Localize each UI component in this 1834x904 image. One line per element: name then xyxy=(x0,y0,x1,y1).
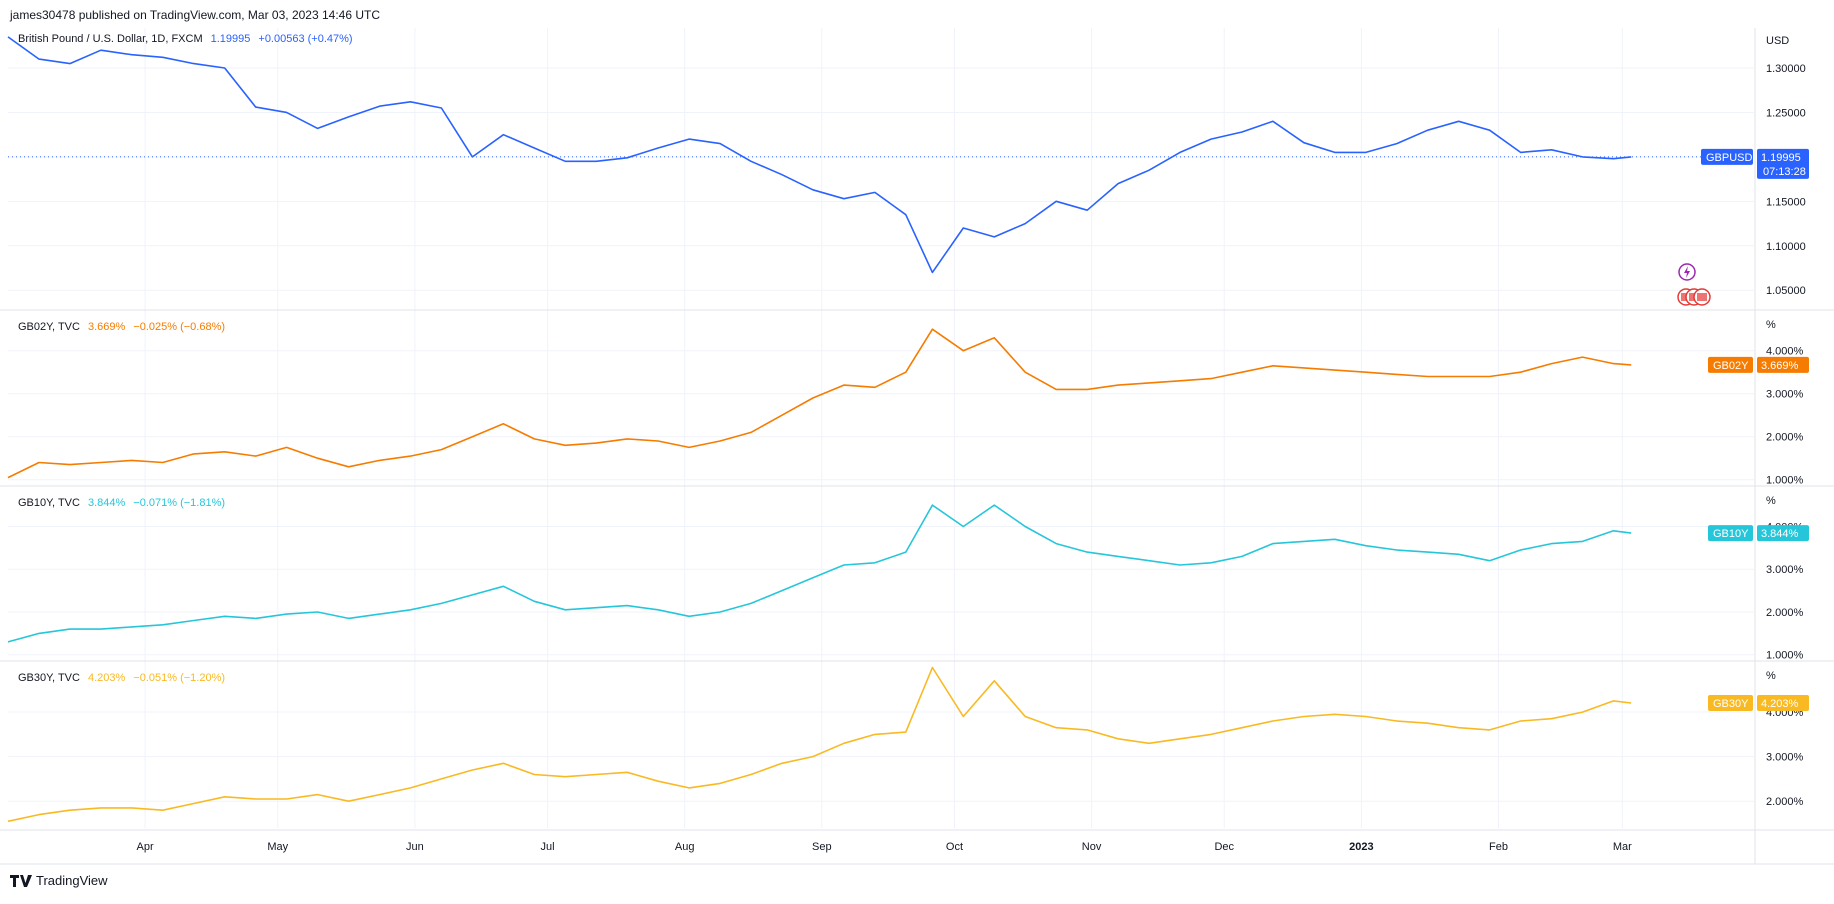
x-tick-label: Apr xyxy=(137,841,154,853)
x-tick-label: Aug xyxy=(675,841,695,853)
symbol-tag-label: GB02Y xyxy=(1713,360,1749,372)
x-tick-label: Mar xyxy=(1613,841,1632,853)
lightning-glyph-icon xyxy=(1684,266,1690,278)
legend-name: GB10Y, TVC xyxy=(18,497,80,509)
series-line-gb02y xyxy=(7,328,1632,479)
y-tick-label: 1.15000 xyxy=(1766,196,1806,208)
x-tick-label: 2023 xyxy=(1349,841,1373,853)
y-tick-label: 2.000% xyxy=(1766,607,1804,619)
symbol-tag-bg xyxy=(1708,356,1753,373)
price-tag-value: 3.669% xyxy=(1761,360,1799,372)
y-tick-label: 4.000% xyxy=(1766,346,1804,358)
symbol-tag-bg xyxy=(1708,525,1753,542)
legend-last: 3.844% xyxy=(88,497,126,509)
symbol-tag-label: GB30Y xyxy=(1713,698,1749,710)
x-tick-label: May xyxy=(267,841,288,853)
symbol-tag-bg xyxy=(1708,695,1753,712)
y-tick-label: 2.000% xyxy=(1766,796,1804,808)
y-tick-label: 1.000% xyxy=(1766,650,1804,662)
price-tag-bg xyxy=(1757,356,1809,373)
legend-name: GB30Y, TVC xyxy=(18,672,80,684)
x-tick-label: Sep xyxy=(812,841,832,853)
price-tag-bg xyxy=(1757,525,1809,542)
price-tag-bg xyxy=(1757,148,1809,179)
legend-name: GB02Y, TVC xyxy=(18,321,80,333)
x-tick-label: Dec xyxy=(1214,841,1234,853)
legend-change: −0.051% (−1.20%) xyxy=(133,672,225,684)
x-tick-label: Nov xyxy=(1082,841,1102,853)
price-tag-value: 3.844% xyxy=(1761,528,1799,540)
legend-change: −0.071% (−1.81%) xyxy=(133,497,225,509)
symbol-tag-label: GBPUSD xyxy=(1706,152,1753,164)
y-tick-label: 3.000% xyxy=(1766,752,1804,764)
unit-label: % xyxy=(1766,670,1776,682)
y-tick-label: 2.000% xyxy=(1766,432,1804,444)
price-tag-value: 1.19995 xyxy=(1761,152,1801,164)
legend-last: 3.669% xyxy=(88,321,126,333)
y-tick-label: 1.30000 xyxy=(1766,63,1806,75)
unit-label: USD xyxy=(1766,35,1789,47)
legend-last: 4.203% xyxy=(88,672,126,684)
unit-label: % xyxy=(1766,495,1776,507)
footer-brand-label: TradingView xyxy=(36,873,108,888)
tradingview-logo-icon xyxy=(10,874,32,887)
y-tick-label: 3.000% xyxy=(1766,389,1804,401)
unit-label: % xyxy=(1766,319,1776,331)
y-tick-label: 1.25000 xyxy=(1766,107,1806,119)
us-flag-stripes-icon xyxy=(1697,293,1707,301)
series-line-gb30y xyxy=(7,666,1632,823)
price-tag-bg xyxy=(1757,695,1809,712)
x-tick-label: Jul xyxy=(541,841,555,853)
price-tag-countdown: 07:13:28 xyxy=(1763,166,1806,178)
series-line-gbpusd xyxy=(7,36,1632,274)
series-line-gb10y xyxy=(7,504,1632,643)
y-tick-label: 1.10000 xyxy=(1766,241,1806,253)
legend-change: +0.00563 (+0.47%) xyxy=(258,33,352,45)
symbol-tag-label: GB10Y xyxy=(1713,528,1749,540)
x-tick-label: Jun xyxy=(406,841,424,853)
legend-name: British Pound / U.S. Dollar, 1D, FXCM xyxy=(18,33,203,45)
legend-last: 1.19995 xyxy=(211,33,251,45)
x-tick-label: Feb xyxy=(1489,841,1508,853)
symbol-tag-bg xyxy=(1701,148,1753,165)
legend-change: −0.025% (−0.68%) xyxy=(133,321,225,333)
price-tag-value: 4.203% xyxy=(1761,698,1799,710)
x-tick-label: Oct xyxy=(946,841,963,853)
y-tick-label: 1.000% xyxy=(1766,475,1804,487)
y-tick-label: 3.000% xyxy=(1766,564,1804,576)
y-tick-label: 1.05000 xyxy=(1766,285,1806,297)
publisher-line: james30478 published on TradingView.com,… xyxy=(10,8,381,22)
footer-brand[interactable]: TradingView xyxy=(10,873,108,888)
